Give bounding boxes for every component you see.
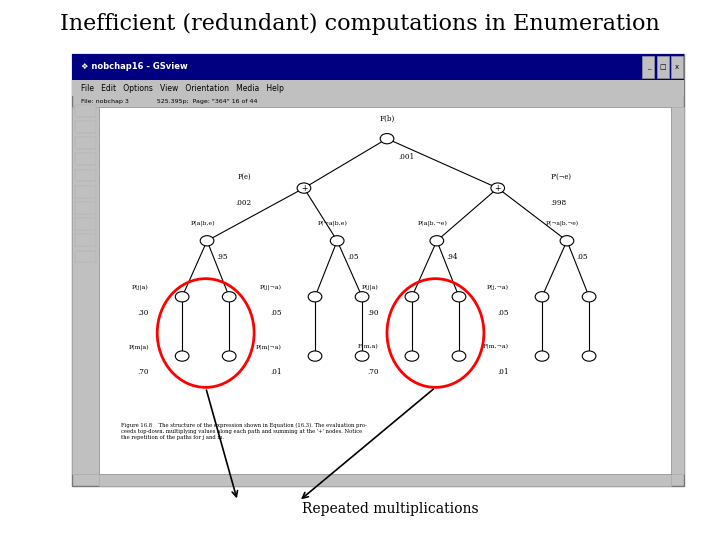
Bar bbox=[75, 234, 96, 246]
Bar bbox=[72, 54, 684, 486]
Text: □: □ bbox=[660, 64, 666, 70]
Circle shape bbox=[405, 351, 419, 361]
Bar bbox=[75, 137, 96, 149]
Text: .70: .70 bbox=[367, 368, 379, 376]
Text: .30: .30 bbox=[138, 308, 149, 316]
Circle shape bbox=[222, 292, 236, 302]
Text: P(e): P(e) bbox=[238, 173, 251, 180]
Circle shape bbox=[355, 351, 369, 361]
Text: .05: .05 bbox=[577, 253, 588, 261]
Text: Repeated multiplications: Repeated multiplications bbox=[302, 502, 479, 516]
Bar bbox=[72, 54, 684, 80]
Text: .05: .05 bbox=[347, 253, 359, 261]
Circle shape bbox=[452, 351, 466, 361]
Circle shape bbox=[308, 351, 322, 361]
Circle shape bbox=[355, 292, 369, 302]
Text: .002: .002 bbox=[235, 199, 251, 207]
Text: .94: .94 bbox=[446, 253, 458, 261]
Bar bbox=[75, 121, 96, 133]
Circle shape bbox=[535, 292, 549, 302]
Circle shape bbox=[200, 235, 214, 246]
Text: F(m,¬a): F(m,¬a) bbox=[483, 345, 509, 349]
Text: .05: .05 bbox=[270, 308, 282, 316]
Bar bbox=[75, 105, 96, 117]
Bar bbox=[657, 56, 669, 78]
Text: .01: .01 bbox=[498, 368, 509, 376]
Circle shape bbox=[560, 235, 574, 246]
Text: P(a|b,¬e): P(a|b,¬e) bbox=[418, 220, 447, 226]
Circle shape bbox=[330, 235, 344, 246]
Text: Inefficient (redundant) computations in Enumeration: Inefficient (redundant) computations in … bbox=[60, 14, 660, 35]
Text: P'(¬e): P'(¬e) bbox=[550, 173, 572, 180]
Text: P(m|a): P(m|a) bbox=[128, 344, 149, 350]
Circle shape bbox=[308, 292, 322, 302]
Circle shape bbox=[297, 183, 311, 193]
Bar bbox=[75, 153, 96, 165]
Text: +: + bbox=[495, 184, 501, 193]
Text: .01: .01 bbox=[270, 368, 282, 376]
Circle shape bbox=[582, 292, 596, 302]
Bar bbox=[75, 218, 96, 230]
Text: P(¬a|b,e): P(¬a|b,e) bbox=[318, 220, 348, 226]
Text: File   Edit   Options   View   Orientation   Media   Help: File Edit Options View Orientation Media… bbox=[81, 84, 284, 92]
Text: +: + bbox=[301, 184, 307, 193]
Circle shape bbox=[430, 235, 444, 246]
Text: F(m,a): F(m,a) bbox=[358, 345, 379, 349]
Text: ❖ nobchap16 - GSview: ❖ nobchap16 - GSview bbox=[81, 63, 187, 71]
Text: File: nobchap 3              525.395p;  Page: "364" 16 of 44: File: nobchap 3 525.395p; Page: "364" 16… bbox=[81, 99, 257, 104]
Text: _: _ bbox=[647, 64, 650, 70]
Bar bbox=[72, 107, 99, 474]
Bar bbox=[671, 56, 683, 78]
Text: .90: .90 bbox=[367, 308, 379, 316]
Text: x: x bbox=[675, 64, 679, 70]
Circle shape bbox=[582, 351, 596, 361]
Bar bbox=[75, 170, 96, 181]
Text: P(¬a|b,¬e): P(¬a|b,¬e) bbox=[546, 220, 579, 226]
Bar bbox=[75, 202, 96, 214]
Bar bbox=[75, 186, 96, 198]
Text: P(j|a): P(j|a) bbox=[362, 285, 379, 291]
Text: P(j|a): P(j|a) bbox=[132, 285, 149, 291]
Circle shape bbox=[491, 183, 505, 193]
Circle shape bbox=[175, 292, 189, 302]
Text: P(a|b,e): P(a|b,e) bbox=[190, 220, 215, 226]
Circle shape bbox=[175, 351, 189, 361]
Text: P(j|¬a): P(j|¬a) bbox=[260, 285, 282, 291]
Circle shape bbox=[452, 292, 466, 302]
Bar bbox=[75, 251, 96, 262]
Text: F(b): F(b) bbox=[379, 115, 395, 123]
Text: .001: .001 bbox=[398, 153, 415, 161]
Circle shape bbox=[380, 133, 394, 144]
Text: .70: .70 bbox=[138, 368, 149, 376]
Text: .998: .998 bbox=[550, 199, 567, 207]
Text: .95: .95 bbox=[217, 253, 228, 261]
Text: P(m|¬a): P(m|¬a) bbox=[256, 344, 282, 350]
Bar bbox=[99, 107, 671, 474]
Circle shape bbox=[222, 351, 236, 361]
Circle shape bbox=[535, 351, 549, 361]
Bar bbox=[99, 474, 671, 486]
Bar bbox=[72, 80, 684, 96]
Text: .05: .05 bbox=[498, 308, 509, 316]
Text: Figure 16.8    The structure of the expression shown in Equation (16.3). The eva: Figure 16.8 The structure of the express… bbox=[121, 423, 367, 440]
Circle shape bbox=[405, 292, 419, 302]
Bar bbox=[642, 56, 654, 78]
Bar bbox=[671, 107, 684, 474]
Text: P(j,¬a): P(j,¬a) bbox=[487, 285, 509, 290]
